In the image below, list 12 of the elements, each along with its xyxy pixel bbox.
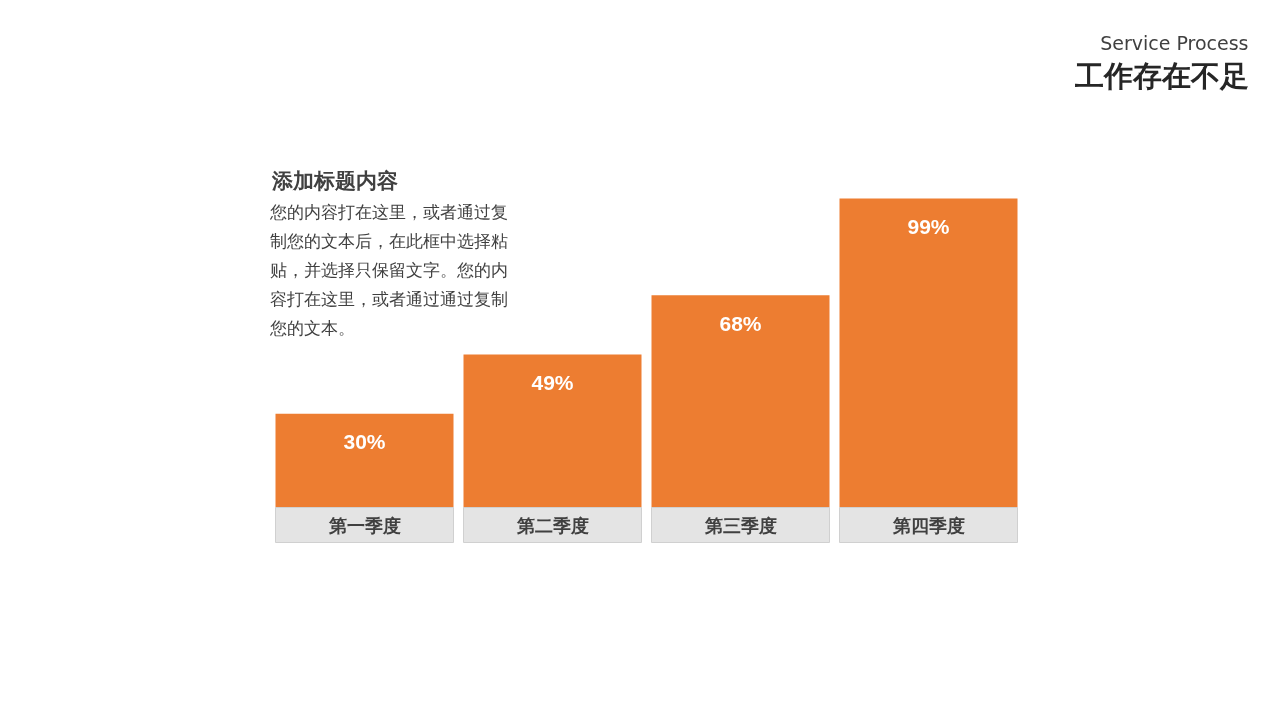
x-tick-label: 第二季度 xyxy=(515,514,589,536)
text: 工作存在不足 xyxy=(1073,58,1249,93)
x-tick-label: 第三季度 xyxy=(703,514,777,536)
data-label: 68% xyxy=(719,311,762,335)
x-tick-label: 第四季度 xyxy=(891,514,965,536)
data-label: 99% xyxy=(907,215,950,238)
text: 添加标题内容 xyxy=(270,168,398,193)
x-tick-label: 第一季度 xyxy=(327,514,401,536)
text: Service Process xyxy=(1100,31,1249,54)
data-label: 30% xyxy=(343,430,386,454)
annotation: 您的内容打在这里，或者通过复制您的文本后，在此框中选择粘贴，并选择只保留文字。您的内容打在这里，或者通过通过复制您的文本。 xyxy=(268,201,508,338)
data-label: 49% xyxy=(531,371,574,395)
